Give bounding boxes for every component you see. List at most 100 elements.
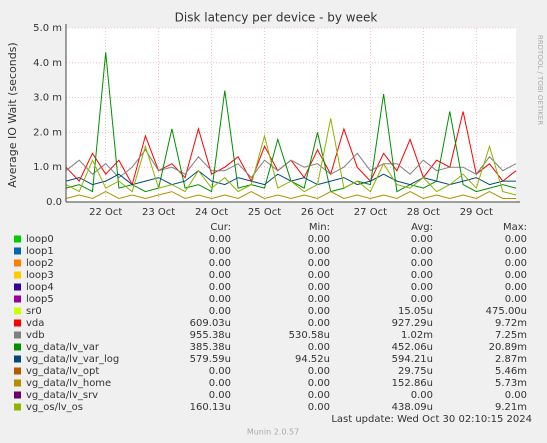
legend-swatch bbox=[14, 403, 21, 411]
legend-value: 9.21m bbox=[495, 402, 527, 413]
legend-swatch bbox=[14, 343, 21, 351]
legend-value: 20.89m bbox=[489, 342, 527, 353]
legend-value: 0.00 bbox=[308, 390, 330, 401]
legend-value: 5.46m bbox=[495, 366, 527, 377]
legend-value: 15.05u bbox=[398, 306, 433, 317]
legend-value: 955.38u bbox=[190, 330, 231, 341]
y-tick-label: 2.0 m bbox=[33, 127, 62, 138]
legend-value: 160.13u bbox=[190, 402, 231, 413]
legend-value: 0.00 bbox=[308, 258, 330, 269]
legend-value: 0.00 bbox=[308, 378, 330, 389]
legend-value: 0.00 bbox=[411, 258, 433, 269]
legend-value: 0.00 bbox=[209, 234, 231, 245]
legend-value: 0.00 bbox=[308, 270, 330, 281]
legend-value: 385.38u bbox=[190, 342, 231, 353]
y-axis-label: Average IO Wait (seconds) bbox=[6, 42, 19, 187]
legend-label: vg_data/lv_var_log bbox=[26, 354, 119, 365]
legend-value: 0.00 bbox=[209, 246, 231, 257]
legend-swatch bbox=[14, 379, 21, 387]
x-tick-label: 27 Oct bbox=[354, 207, 387, 218]
y-tick-label: 1.0 m bbox=[33, 162, 62, 173]
legend-value: 530.58u bbox=[289, 330, 330, 341]
legend-swatch bbox=[14, 391, 21, 399]
last-update: Last update: Wed Oct 30 02:10:15 2024 bbox=[331, 414, 532, 425]
series-line bbox=[65, 118, 517, 196]
series-line bbox=[65, 148, 517, 179]
watermark: RRDTOOL / TOBI OETIKER bbox=[536, 35, 544, 125]
legend-label: loop2 bbox=[26, 258, 54, 269]
legend-value: 0.00 bbox=[209, 366, 231, 377]
legend-value: 1.02m bbox=[401, 330, 433, 341]
series-line bbox=[65, 191, 516, 200]
legend-value: 579.59u bbox=[190, 354, 231, 365]
legend-value: 0.00 bbox=[411, 294, 433, 305]
legend-value: 0.00 bbox=[411, 246, 433, 257]
x-tick-label: 23 Oct bbox=[142, 207, 175, 218]
legend-value: 0.00 bbox=[505, 270, 527, 281]
legend-label: vg_data/lv_opt bbox=[26, 366, 99, 377]
y-tick-label: 4.0 m bbox=[33, 58, 62, 69]
legend-swatch bbox=[14, 295, 21, 303]
legend-label: sr0 bbox=[26, 306, 42, 317]
legend-value: 0.00 bbox=[505, 294, 527, 305]
legend-swatch bbox=[14, 259, 21, 267]
legend-swatch bbox=[14, 283, 21, 291]
legend-value: 0.00 bbox=[308, 402, 330, 413]
legend-label: vg_data/lv_srv bbox=[26, 390, 98, 401]
legend-value: 0.00 bbox=[209, 306, 231, 317]
y-tick-label: 0.0 bbox=[46, 197, 62, 208]
legend-value: 0.00 bbox=[308, 294, 330, 305]
legend-value: 0.00 bbox=[209, 378, 231, 389]
legend-value: 2.87m bbox=[495, 354, 527, 365]
x-tick-label: 25 Oct bbox=[248, 207, 281, 218]
legend-swatch bbox=[14, 247, 21, 255]
legend-label: vg_data/lv_home bbox=[26, 378, 111, 389]
footer: Munin 2.0.57 bbox=[247, 428, 299, 437]
column-header: Avg: bbox=[411, 222, 433, 233]
legend-value: 9.72m bbox=[495, 318, 527, 329]
legend-value: 0.00 bbox=[505, 234, 527, 245]
legend-value: 0.00 bbox=[411, 234, 433, 245]
legend-value: 0.00 bbox=[308, 282, 330, 293]
y-tick-label: 3.0 m bbox=[33, 93, 62, 104]
legend-value: 0.00 bbox=[209, 270, 231, 281]
legend-swatch bbox=[14, 307, 21, 315]
legend-swatch bbox=[14, 271, 21, 279]
legend-label: loop0 bbox=[26, 234, 54, 245]
legend-value: 594.21u bbox=[392, 354, 433, 365]
legend-value: 0.00 bbox=[505, 246, 527, 257]
legend-label: vg_data/lv_var bbox=[26, 342, 100, 353]
legend-value: 0.00 bbox=[505, 258, 527, 269]
legend-value: 0.00 bbox=[209, 294, 231, 305]
legend-value: 0.00 bbox=[308, 306, 330, 317]
legend-value: 0.00 bbox=[308, 234, 330, 245]
legend-value: 7.25m bbox=[495, 330, 527, 341]
legend-value: 0.00 bbox=[411, 390, 433, 401]
x-tick-label: 28 Oct bbox=[407, 207, 440, 218]
legend-value: 0.00 bbox=[209, 390, 231, 401]
legend-label: loop3 bbox=[26, 270, 54, 281]
legend-value: 0.00 bbox=[505, 390, 527, 401]
column-header: Min: bbox=[309, 222, 330, 233]
column-header: Cur: bbox=[210, 222, 231, 233]
legend-swatch bbox=[14, 331, 21, 339]
chart-title: Disk latency per device - by week bbox=[175, 11, 378, 25]
legend-label: loop5 bbox=[26, 294, 54, 305]
x-tick-label: 22 Oct bbox=[89, 207, 122, 218]
y-tick-label: 5.0 m bbox=[33, 23, 62, 34]
column-header: Max: bbox=[503, 222, 527, 233]
legend-label: vg_os/lv_os bbox=[26, 402, 83, 413]
legend-value: 609.03u bbox=[190, 318, 231, 329]
x-tick-label: 26 Oct bbox=[301, 207, 334, 218]
legend-value: 452.06u bbox=[392, 342, 433, 353]
legend-value: 0.00 bbox=[308, 366, 330, 377]
x-tick-label: 24 Oct bbox=[195, 207, 228, 218]
legend-swatch bbox=[14, 367, 21, 375]
legend-value: 152.86u bbox=[392, 378, 433, 389]
legend-value: 0.00 bbox=[209, 282, 231, 293]
legend-value: 0.00 bbox=[308, 318, 330, 329]
legend-swatch bbox=[14, 319, 21, 327]
legend-swatch bbox=[14, 235, 21, 243]
legend-value: 0.00 bbox=[209, 258, 231, 269]
